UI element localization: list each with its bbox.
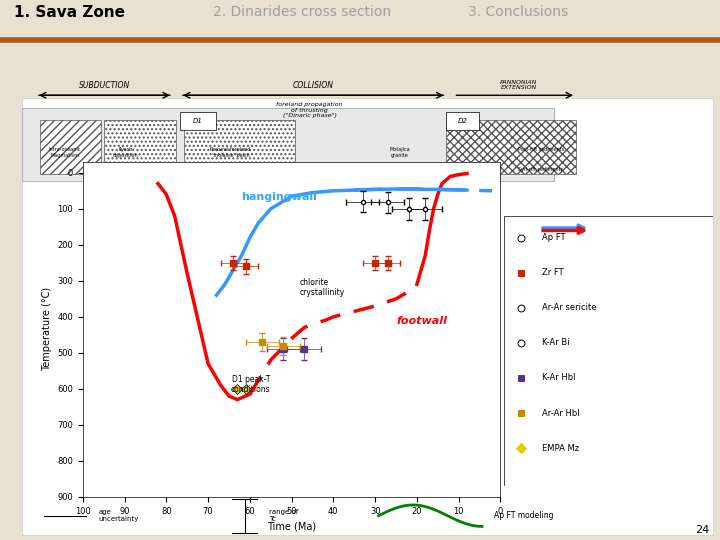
Text: flysch
deposition: flysch deposition	[113, 147, 139, 158]
Bar	[184, 120, 295, 174]
Text: 2. Dinarides cross section: 2. Dinarides cross section	[213, 5, 392, 19]
Text: K-Ar Bi: K-Ar Bi	[541, 339, 570, 347]
Y-axis label: Temperature (°C): Temperature (°C)	[42, 287, 52, 372]
Text: 3. Conclusions: 3. Conclusions	[468, 5, 569, 19]
Text: Ap FT modeling: Ap FT modeling	[494, 511, 554, 520]
Text: Motajica
granite: Motajica granite	[390, 147, 410, 158]
Text: Ar-Ar sericite: Ar-Ar sericite	[541, 303, 596, 312]
Text: D1: D1	[193, 118, 203, 124]
Text: Zr FT: Zr FT	[541, 268, 563, 277]
Text: PANNONIAN
EXTENSION: PANNONIAN EXTENSION	[500, 79, 537, 90]
Bar	[104, 120, 176, 174]
Bar	[22, 107, 554, 181]
Bar	[40, 120, 101, 174]
Text: flexural foreland
'molasse' basin: flexural foreland 'molasse' basin	[210, 147, 251, 158]
FancyBboxPatch shape	[22, 98, 713, 535]
Text: Syn-rift sediments: Syn-rift sediments	[518, 166, 563, 172]
FancyBboxPatch shape	[180, 112, 216, 130]
Text: D2: D2	[458, 118, 467, 124]
Text: K-Ar Hbl: K-Ar Hbl	[541, 374, 575, 382]
Text: age
uncertainty: age uncertainty	[99, 509, 139, 522]
Text: hangingwall: hangingwall	[241, 192, 318, 202]
Bar	[446, 120, 576, 174]
Text: Post-rift sediments: Post-rift sediments	[518, 147, 564, 152]
Text: 1. Sava Zone: 1. Sava Zone	[14, 5, 125, 19]
Text: SUBDUCTION: SUBDUCTION	[78, 82, 130, 90]
Text: 24: 24	[695, 525, 709, 535]
FancyBboxPatch shape	[446, 112, 479, 130]
Text: foreland propagation
of thrusting
("Dinaric phase"): foreland propagation of thrusting ("Dina…	[276, 102, 343, 118]
Text: Ar-Ar Hbl: Ar-Ar Hbl	[541, 409, 579, 417]
Text: Ap FT: Ap FT	[541, 233, 565, 242]
Text: Intra-oceanic
Magmatism: Intra-oceanic Magmatism	[49, 147, 81, 158]
Text: COLLISION: COLLISION	[293, 82, 333, 90]
Text: EMPA Mz: EMPA Mz	[541, 444, 579, 453]
Text: chlorite
crystallinity: chlorite crystallinity	[300, 278, 345, 297]
Text: D1 peak-T
conditions: D1 peak-T conditions	[231, 375, 271, 394]
Text: footwall: footwall	[396, 316, 447, 326]
X-axis label: Time (Ma): Time (Ma)	[267, 521, 316, 531]
Text: range of
Tc: range of Tc	[269, 509, 298, 522]
